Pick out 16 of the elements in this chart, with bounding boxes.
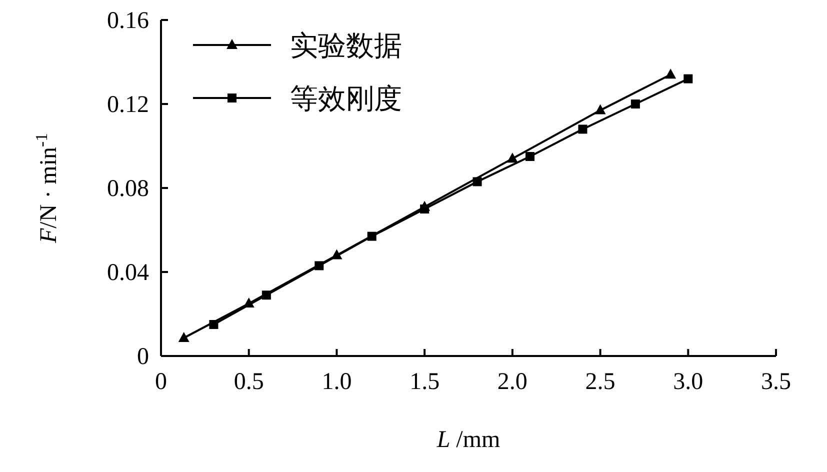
y-tick-label: 0.16 [107, 8, 149, 34]
legend-label: 实验数据 [290, 31, 402, 62]
x-tick-label: 2.0 [497, 369, 528, 395]
y-tick-label: 0.08 [107, 176, 149, 202]
x-tick-label: 3.5 [761, 369, 791, 395]
x-tick-label: 2.5 [585, 369, 616, 395]
y-tick-label: 0.04 [107, 260, 149, 286]
x-tick-label: 0.5 [234, 369, 264, 395]
y-tick-label: 0 [137, 344, 149, 370]
legend-label: 等效刚度 [290, 84, 402, 115]
y-tick-label: 0.12 [107, 92, 149, 118]
x-tick-label: 0 [155, 369, 167, 395]
x-axis-title: L /mm [436, 427, 501, 453]
x-tick-label: 1.5 [410, 369, 440, 395]
x-tick-label: 1.0 [322, 369, 352, 395]
x-tick-label: 3.0 [673, 369, 704, 395]
